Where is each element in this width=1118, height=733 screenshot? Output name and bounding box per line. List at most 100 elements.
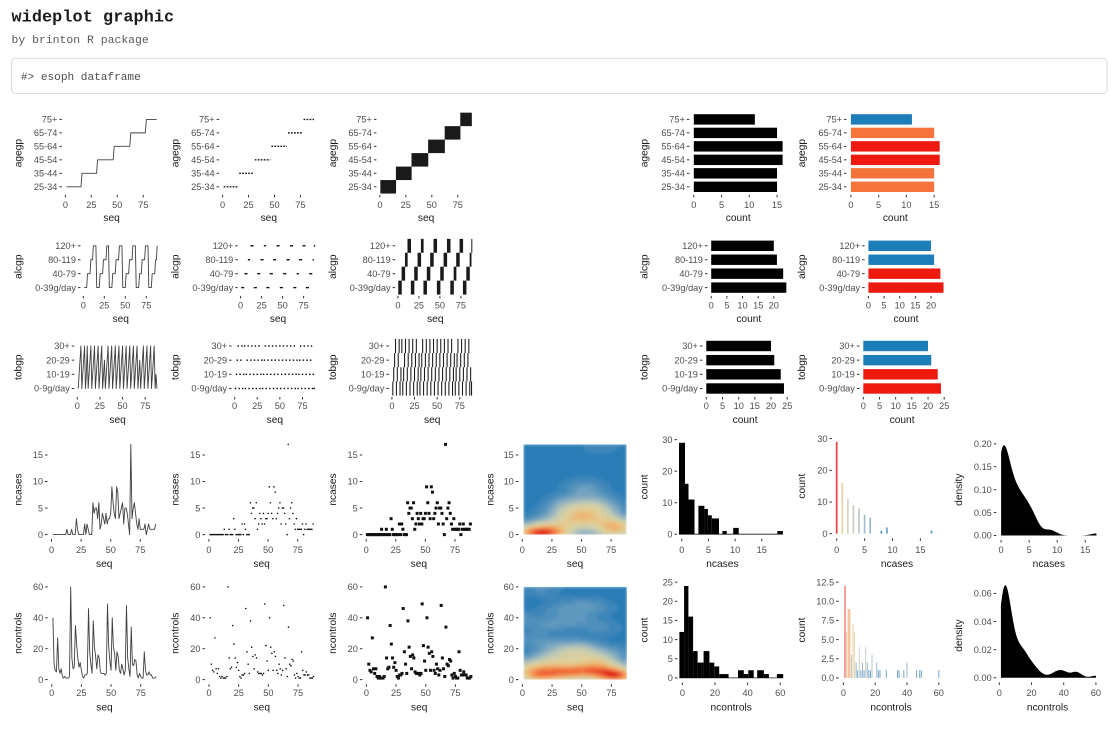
svg-text:count: count — [894, 314, 919, 325]
svg-text:ncases: ncases — [1033, 559, 1065, 570]
svg-text:0: 0 — [232, 401, 237, 411]
svg-text:count: count — [736, 314, 761, 325]
svg-text:0: 0 — [206, 545, 211, 555]
svg-text:0: 0 — [38, 530, 43, 540]
svg-text:ncases: ncases — [881, 559, 913, 570]
svg-text:0: 0 — [668, 673, 673, 683]
svg-text:55-64: 55-64 — [819, 142, 843, 152]
svg-text:10-19: 10-19 — [46, 370, 70, 380]
svg-text:0-39g/day: 0-39g/day — [819, 283, 860, 293]
svg-text:0.06: 0.06 — [974, 589, 992, 599]
svg-text:10: 10 — [737, 300, 747, 310]
svg-text:75+: 75+ — [669, 115, 685, 125]
svg-text:0.05: 0.05 — [974, 508, 992, 518]
svg-text:5.0: 5.0 — [821, 635, 834, 645]
svg-text:75: 75 — [136, 688, 146, 698]
svg-text:10: 10 — [744, 200, 754, 210]
svg-text:10: 10 — [33, 477, 43, 487]
svg-text:40: 40 — [902, 688, 912, 698]
svg-text:20: 20 — [504, 644, 514, 654]
svg-text:20: 20 — [33, 644, 43, 654]
svg-text:count: count — [890, 415, 915, 426]
svg-text:ncontrols: ncontrols — [13, 613, 24, 654]
svg-text:#> esoph dataframe: #> esoph dataframe — [21, 72, 141, 84]
svg-text:50: 50 — [106, 688, 116, 698]
svg-text:0.0: 0.0 — [821, 673, 834, 683]
svg-text:5: 5 — [724, 300, 729, 310]
svg-text:10: 10 — [895, 300, 905, 310]
svg-text:agegp: agegp — [639, 139, 650, 168]
svg-text:20: 20 — [766, 401, 776, 411]
svg-text:30+: 30+ — [839, 341, 855, 351]
svg-text:65-74: 65-74 — [348, 128, 372, 138]
svg-text:ncontrols: ncontrols — [171, 613, 182, 654]
svg-text:25-34: 25-34 — [191, 182, 215, 192]
svg-text:120+: 120+ — [213, 241, 234, 251]
svg-text:75: 75 — [135, 545, 145, 555]
svg-text:10: 10 — [891, 401, 901, 411]
svg-text:tobgp: tobgp — [13, 354, 24, 380]
svg-text:0-9g/day: 0-9g/day — [662, 384, 698, 394]
svg-text:0: 0 — [63, 200, 68, 210]
svg-text:40: 40 — [190, 613, 200, 623]
svg-text:15: 15 — [910, 300, 920, 310]
svg-text:15: 15 — [504, 450, 514, 460]
svg-text:25-34: 25-34 — [34, 182, 58, 192]
svg-text:45-54: 45-54 — [661, 155, 685, 165]
svg-text:80-119: 80-119 — [48, 255, 76, 265]
svg-text:seq: seq — [418, 213, 435, 224]
svg-text:120+: 120+ — [55, 241, 76, 251]
svg-text:seq: seq — [261, 213, 278, 224]
svg-text:density: density — [954, 619, 965, 652]
svg-text:20-29: 20-29 — [204, 355, 228, 365]
svg-text:5: 5 — [706, 545, 711, 555]
svg-text:75: 75 — [297, 401, 307, 411]
svg-text:75: 75 — [450, 688, 460, 698]
svg-text:25: 25 — [782, 401, 792, 411]
svg-text:45-54: 45-54 — [34, 155, 58, 165]
svg-text:0-9g/day: 0-9g/day — [191, 384, 227, 394]
svg-text:55-64: 55-64 — [191, 142, 215, 152]
svg-text:5: 5 — [876, 200, 881, 210]
svg-text:2.5: 2.5 — [821, 654, 834, 664]
svg-text:30+: 30+ — [369, 341, 385, 351]
svg-text:75+: 75+ — [42, 115, 58, 125]
svg-text:0.10: 0.10 — [974, 485, 992, 495]
svg-text:40-79: 40-79 — [367, 269, 391, 279]
svg-text:25: 25 — [233, 545, 243, 555]
svg-text:75: 75 — [450, 545, 460, 555]
svg-text:seq: seq — [427, 314, 444, 325]
svg-text:seq: seq — [112, 314, 129, 325]
svg-text:0: 0 — [704, 401, 709, 411]
svg-text:75: 75 — [293, 688, 303, 698]
svg-text:5: 5 — [720, 401, 725, 411]
svg-text:5: 5 — [877, 401, 882, 411]
svg-text:10: 10 — [1052, 545, 1062, 555]
svg-text:count: count — [639, 617, 650, 642]
svg-text:agegp: agegp — [13, 139, 24, 168]
svg-text:15: 15 — [757, 545, 767, 555]
svg-text:120+: 120+ — [839, 241, 860, 251]
svg-text:seq: seq — [424, 415, 441, 426]
svg-text:40: 40 — [742, 688, 752, 698]
svg-text:0: 0 — [834, 545, 839, 555]
svg-text:0.04: 0.04 — [974, 617, 992, 627]
svg-text:50: 50 — [576, 545, 586, 555]
svg-text:tobgp: tobgp — [797, 354, 808, 380]
svg-text:count: count — [726, 213, 751, 224]
svg-text:60: 60 — [1091, 688, 1101, 698]
svg-text:30+: 30+ — [212, 341, 228, 351]
svg-text:0-39g/day: 0-39g/day — [662, 283, 703, 293]
svg-text:20: 20 — [926, 300, 936, 310]
svg-text:tobgp: tobgp — [328, 354, 339, 380]
svg-text:count: count — [797, 617, 808, 642]
svg-text:15: 15 — [750, 401, 760, 411]
svg-text:20: 20 — [710, 688, 720, 698]
svg-text:alcgp: alcgp — [797, 254, 808, 279]
svg-text:50: 50 — [120, 300, 130, 310]
svg-text:0-9g/day: 0-9g/day — [34, 384, 70, 394]
svg-text:80-119: 80-119 — [363, 255, 391, 265]
svg-text:seq: seq — [267, 415, 284, 426]
svg-text:20: 20 — [870, 688, 880, 698]
svg-text:60: 60 — [33, 582, 43, 592]
